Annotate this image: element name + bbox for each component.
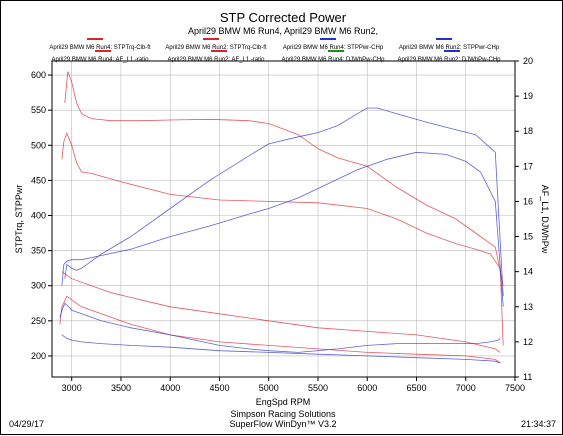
x-tick-label: 4500 [209,383,229,393]
x-tick-label: 5000 [259,383,279,393]
left-axis-label: STPTrq, STPPwr [14,185,24,254]
x-tick-label: 3000 [62,383,82,393]
x-tick-label: 5500 [308,383,328,393]
right-tick-label: 16 [523,196,533,206]
right-tick-label: 17 [523,161,533,171]
legend-label: April29 BMW M6 Run4: DJWhPw-CHp [281,57,385,63]
left-tick-label: 550 [31,105,46,115]
x-axis-ticks: 3000 3500 4000 4500 5000 5500 6000 6500 7000 7500 [62,377,525,393]
x-tick-label: 4000 [160,383,180,393]
right-tick-label: 11 [523,372,532,382]
right-axis-ticks: 11 12 13 14 15 16 17 18 19 20 [515,56,533,382]
legend-label: April29 BMW M6 Run4: STPPwr-CHp [283,45,384,51]
right-tick-label: 19 [523,91,533,101]
company-name: Simpson Racing Solutions [230,409,336,419]
series-line-4 [61,151,504,307]
left-tick-label: 350 [31,246,46,256]
right-tick-label: 18 [523,126,533,136]
left-tick-label: 300 [31,281,46,291]
left-tick-label: 450 [31,175,46,185]
series-line-2 [61,132,504,346]
right-tick-label: 12 [523,337,533,347]
series-line-5 [61,271,501,353]
report-time: 21:34:37 [521,419,556,429]
left-tick-label: 400 [31,210,46,220]
plot-area [51,60,516,378]
right-tick-label: 13 [523,302,533,312]
software-version: SuperFlow WinDyn™ V3.2 [229,419,336,429]
legend-label: April29 BMW M6 Run2: STPTrq-Clb-ft [165,45,266,51]
x-tick-label: 6000 [357,383,377,393]
series-line-3 [64,107,504,297]
series-lines [59,71,504,364]
legend-label: April29 BMW M6 Run2: AF_L1 -ratio [167,57,265,63]
right-axis-label: AF_L1, DJWhPw [540,185,550,254]
right-tick-label: 15 [523,232,533,242]
legend-label: April29 BMW M6 Run4: AF_L1 -ratio [51,57,149,63]
grid [52,61,516,377]
report-date: 04/29/17 [9,419,44,429]
chart-title: STP Corrected Power [220,10,347,25]
series-line-8 [61,334,501,364]
legend-label: April29 BMW M6 Run2: DJWhPw-CHp [397,57,501,63]
chart-subtitle: April29 BMW M6 Run4, April29 BMW M6 Run2… [188,26,378,36]
left-tick-label: 500 [31,140,46,150]
x-tick-label: 6500 [406,383,426,393]
legend: April29 BMW M6 Run4: STPTrq-Clb-ft April2… [49,38,501,63]
right-tick-label: 20 [523,56,533,66]
left-axis-ticks: 200 250 300 350 400 450 500 550 600 [31,70,52,361]
left-tick-label: 200 [31,351,46,361]
series-line-1 [64,71,504,286]
left-tick-label: 250 [31,316,46,326]
legend-label: April29 BMW M6 Run4: STPTrq-Clb-ft [49,45,150,51]
x-tick-label: 7500 [505,383,525,393]
series-line-7 [59,302,501,353]
x-tick-label: 3500 [111,383,131,393]
x-axis-label: EngSpd RPM [256,397,311,407]
x-tick-label: 7000 [456,383,476,393]
series-line-6 [59,295,501,364]
left-tick-label: 600 [31,70,46,80]
legend-label: April29 BMW M6 Run2: STPPwr-CHp [399,45,500,51]
right-tick-label: 14 [523,267,533,277]
